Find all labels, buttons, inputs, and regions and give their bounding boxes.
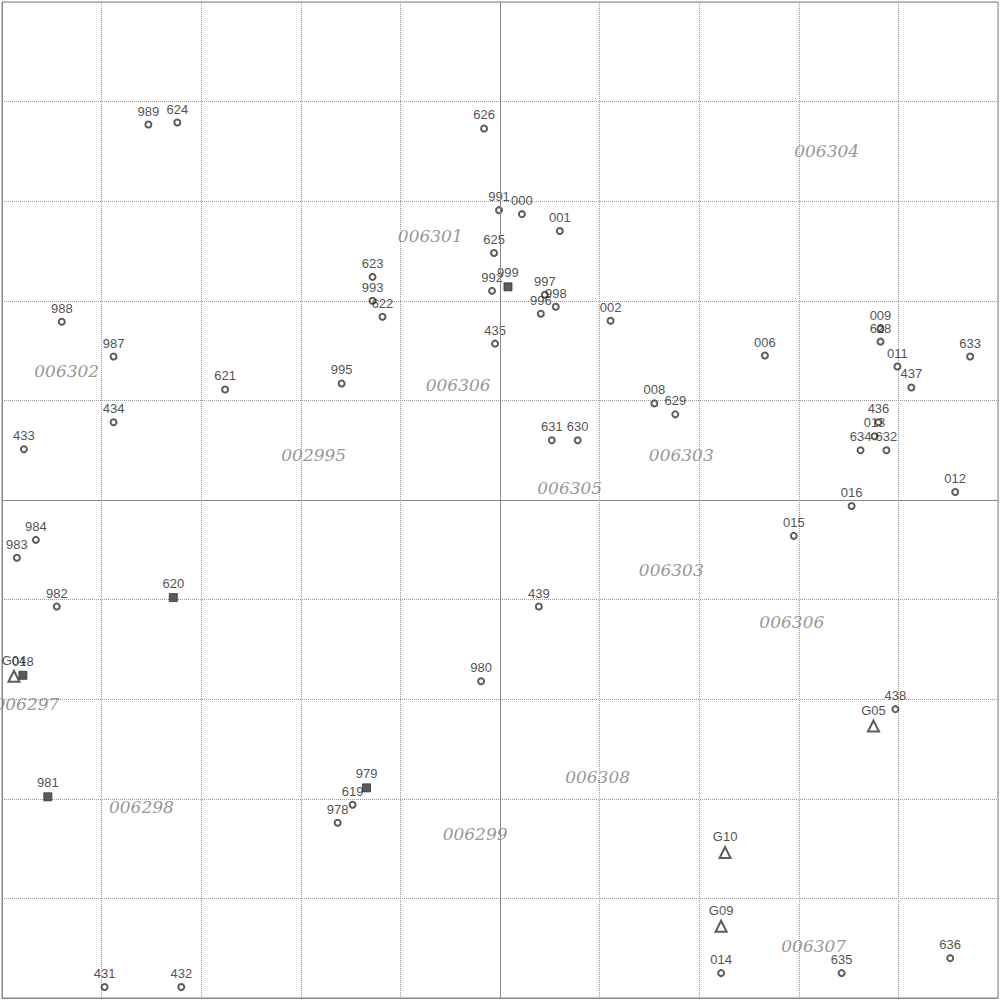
- svg-text:006304: 006304: [794, 141, 859, 161]
- svg-text:999: 999: [497, 265, 519, 281]
- svg-text:636: 636: [939, 937, 961, 952]
- svg-text:006298: 006298: [109, 797, 174, 817]
- svg-text:015: 015: [783, 515, 805, 530]
- svg-text:006301: 006301: [398, 226, 463, 246]
- svg-text:980: 980: [470, 660, 492, 675]
- svg-text:006305: 006305: [537, 478, 602, 498]
- svg-text:625: 625: [483, 232, 505, 247]
- svg-text:438: 438: [885, 688, 907, 703]
- svg-text:622: 622: [372, 296, 394, 311]
- svg-text:G04: G04: [2, 653, 27, 668]
- svg-text:633: 633: [959, 336, 981, 351]
- svg-text:989: 989: [138, 104, 160, 119]
- svg-text:630: 630: [567, 419, 589, 434]
- svg-text:014: 014: [710, 952, 732, 967]
- svg-text:635: 635: [830, 952, 853, 968]
- svg-text:995: 995: [331, 362, 353, 377]
- svg-text:433: 433: [13, 428, 35, 443]
- svg-text:011: 011: [887, 346, 908, 361]
- svg-text:979: 979: [356, 766, 378, 781]
- svg-text:998: 998: [545, 286, 567, 301]
- svg-text:631: 631: [541, 419, 563, 434]
- svg-text:431: 431: [94, 966, 116, 981]
- svg-text:634: 634: [850, 429, 872, 444]
- svg-text:432: 432: [170, 966, 192, 981]
- svg-text:624: 624: [166, 102, 188, 117]
- svg-text:439: 439: [528, 586, 550, 601]
- svg-text:983: 983: [6, 537, 28, 552]
- svg-text:436: 436: [868, 401, 890, 416]
- svg-text:626: 626: [473, 107, 495, 122]
- svg-text:012: 012: [944, 471, 966, 486]
- svg-text:006306: 006306: [426, 375, 491, 395]
- svg-text:992: 992: [481, 269, 503, 285]
- svg-text:006303: 006303: [639, 560, 704, 580]
- svg-text:991: 991: [488, 189, 510, 204]
- svg-text:632: 632: [876, 429, 898, 444]
- svg-text:G05: G05: [861, 703, 886, 718]
- svg-text:621: 621: [214, 368, 236, 383]
- svg-text:987: 987: [103, 336, 125, 351]
- svg-text:629: 629: [664, 393, 686, 408]
- svg-text:002: 002: [600, 300, 622, 315]
- svg-text:988: 988: [51, 301, 73, 316]
- svg-text:006: 006: [754, 335, 776, 350]
- svg-text:006303: 006303: [649, 445, 714, 465]
- svg-text:008: 008: [644, 382, 666, 397]
- svg-text:006302: 006302: [34, 361, 99, 381]
- svg-text:006297: 006297: [0, 694, 60, 714]
- svg-text:619: 619: [342, 784, 364, 799]
- svg-text:016: 016: [841, 485, 863, 500]
- svg-text:623: 623: [362, 256, 384, 271]
- svg-text:982: 982: [46, 586, 68, 601]
- svg-text:006307: 006307: [781, 936, 846, 956]
- svg-text:996: 996: [530, 292, 552, 308]
- svg-text:013: 013: [864, 415, 886, 430]
- svg-text:437: 437: [900, 366, 922, 381]
- svg-text:984: 984: [25, 519, 47, 534]
- svg-text:000: 000: [511, 193, 533, 208]
- svg-text:001: 001: [549, 210, 571, 225]
- svg-text:981: 981: [37, 775, 59, 790]
- svg-text:006308: 006308: [565, 767, 630, 787]
- svg-text:993: 993: [362, 280, 384, 295]
- svg-text:628: 628: [870, 321, 892, 336]
- svg-text:978: 978: [327, 802, 349, 817]
- svg-text:002995: 002995: [281, 445, 346, 465]
- svg-text:G10: G10: [713, 829, 738, 844]
- svg-text:997: 997: [534, 273, 556, 289]
- svg-text:G09: G09: [709, 903, 734, 918]
- svg-text:006306: 006306: [759, 612, 824, 632]
- svg-text:006299: 006299: [443, 824, 508, 844]
- svg-text:434: 434: [103, 401, 125, 416]
- svg-text:620: 620: [162, 576, 184, 591]
- svg-text:009: 009: [869, 307, 892, 323]
- svg-text:435: 435: [484, 323, 506, 338]
